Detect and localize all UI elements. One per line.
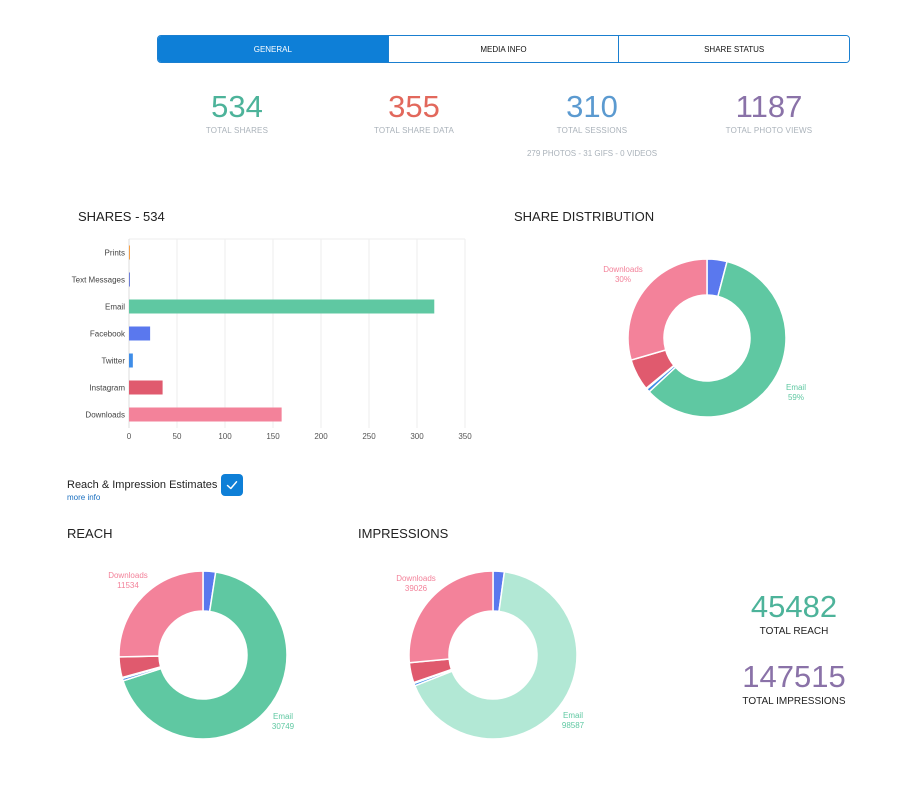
- stat-total-shares: 534 TOTAL SHARES: [152, 88, 322, 135]
- bar-instagram[interactable]: [129, 380, 163, 395]
- bar-email[interactable]: [129, 299, 435, 314]
- stat-value: 534: [211, 89, 263, 124]
- stat-label: TOTAL SHARE DATA: [373, 126, 455, 135]
- reach-estimates-toggle: Reach & Impression Estimates: [67, 474, 244, 496]
- x-tick-label: 150: [266, 432, 280, 441]
- y-tick-label: Facebook: [90, 330, 126, 339]
- y-tick-label: Twitter: [101, 357, 125, 366]
- stat-value: 310: [566, 89, 618, 124]
- stat-total-sessions: 310 TOTAL SESSIONS 279 PHOTOS - 31 GIFS …: [507, 88, 677, 158]
- distribution-title: SHARE DISTRIBUTION: [514, 209, 655, 224]
- x-tick-label: 250: [362, 432, 376, 441]
- shares-title: SHARES - 534: [78, 209, 165, 224]
- stat-label: TOTAL PHOTO VIEWS: [725, 126, 813, 135]
- tab-bar: GENERAL MEDIA INFO SHARE STATUS: [157, 35, 850, 63]
- stat-label: TOTAL SESSIONS: [556, 126, 628, 135]
- tab-media-info[interactable]: MEDIA INFO: [387, 36, 619, 62]
- stat-total-photo-views: 1187 TOTAL PHOTO VIEWS: [684, 88, 854, 135]
- stat-sublabel: 279 PHOTOS - 31 GIFS - 0 VIDEOS: [526, 149, 658, 158]
- x-tick-label: 350: [458, 432, 472, 441]
- total-impressions-label: TOTAL IMPRESSIONS: [742, 696, 846, 707]
- y-tick-label: Prints: [105, 249, 125, 258]
- bar-text-messages[interactable]: [129, 272, 130, 287]
- x-tick-label: 100: [218, 432, 232, 441]
- total-reach-value: 45482: [750, 589, 838, 624]
- bar-facebook[interactable]: [129, 326, 151, 341]
- x-tick-label: 200: [314, 432, 328, 441]
- bar-prints[interactable]: [129, 245, 130, 260]
- x-tick-label: 0: [127, 432, 132, 441]
- bar-downloads[interactable]: [129, 407, 282, 422]
- tab-general[interactable]: GENERAL: [158, 36, 388, 62]
- checkmark-icon: [227, 481, 238, 490]
- stat-total-share-data: 355 TOTAL SHARE DATA: [329, 88, 499, 135]
- tab-share-status[interactable]: SHARE STATUS: [618, 36, 849, 62]
- total-reach: 45482 TOTAL REACH: [714, 589, 874, 637]
- reach-estimates-label: Reach & Impression Estimates: [67, 479, 218, 491]
- stat-label: TOTAL SHARES: [205, 126, 269, 135]
- total-reach-label: TOTAL REACH: [759, 626, 829, 637]
- y-tick-label: Text Messages: [72, 276, 125, 285]
- stat-value: 1187: [735, 89, 803, 124]
- reach-title: REACH: [67, 526, 113, 541]
- y-tick-label: Email: [105, 303, 125, 312]
- total-impressions-value: 147515: [742, 659, 846, 694]
- impressions-title: IMPRESSIONS: [358, 526, 449, 541]
- reach-estimates-checkbox[interactable]: [221, 474, 244, 496]
- bar-twitter[interactable]: [129, 353, 133, 368]
- x-tick-label: 50: [173, 432, 182, 441]
- y-tick-label: Downloads: [85, 411, 125, 420]
- x-tick-label: 300: [410, 432, 424, 441]
- y-tick-label: Instagram: [89, 384, 125, 393]
- stat-value: 355: [388, 89, 440, 124]
- total-impressions: 147515 TOTAL IMPRESSIONS: [714, 659, 874, 707]
- more-info-link[interactable]: more info: [67, 493, 101, 502]
